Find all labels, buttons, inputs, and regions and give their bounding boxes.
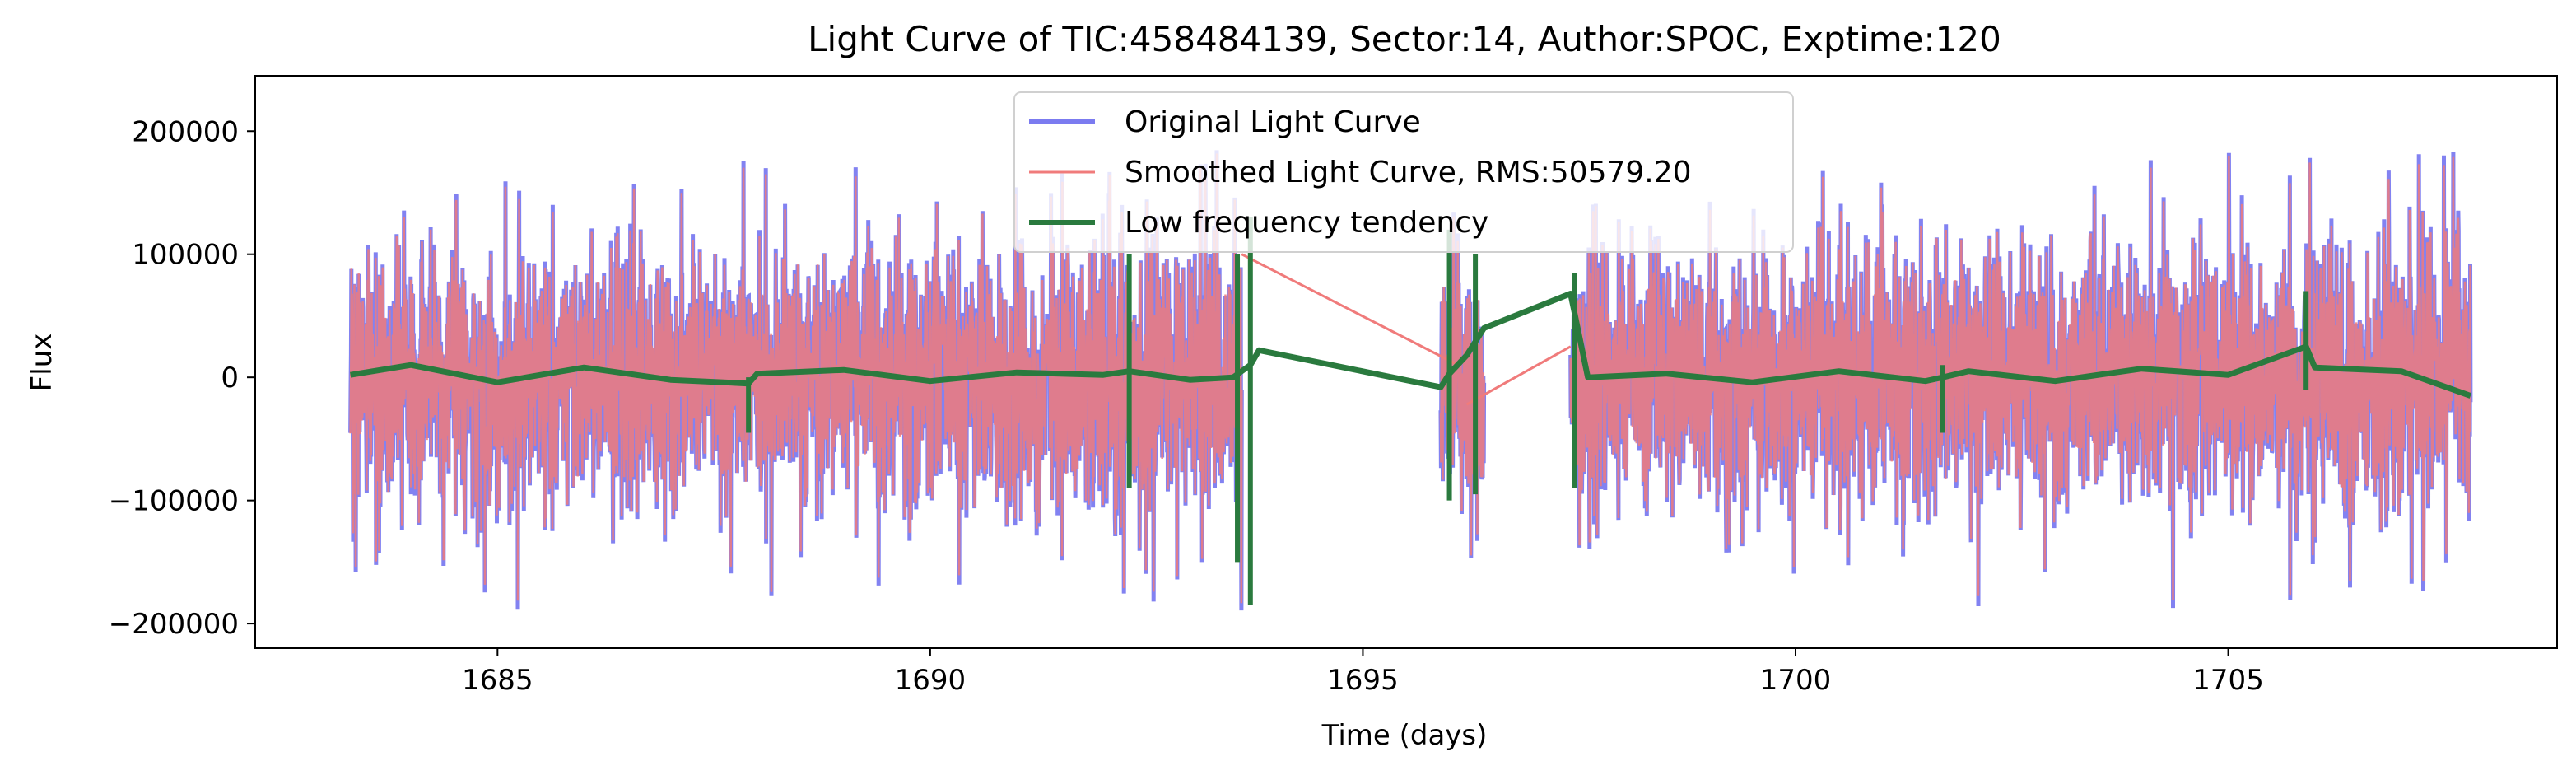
smoothed-light-curve-series [349,153,2472,604]
low-frequency-tendency-series [350,217,2472,605]
smoothed-light-curve-line [349,153,1243,604]
x-tick-label: 1700 [1760,664,1832,697]
smoothed-gap-link [1241,253,1459,366]
y-tick-label: 0 [221,362,239,395]
legend-label-original: Original Light Curve [1125,105,1421,139]
y-tick-label: 100000 [132,239,239,272]
y-tick-label: −100000 [109,485,239,518]
legend-label-tendency: Low frequency tendency [1125,206,1488,240]
chart-title: Light Curve of TIC:458484139, Sector:14,… [808,19,2001,59]
x-axis-label: Time (days) [1321,719,1488,752]
legend: Original Light Curve Smoothed Light Curv… [1013,91,1794,253]
x-tick-label: 1705 [2192,664,2264,697]
y-axis-label: Flux [26,334,58,392]
smoothed-gap-link [1465,345,1572,406]
plot-area [348,150,2473,611]
x-tick-label: 1690 [895,664,967,697]
x-tick-label: 1685 [462,664,533,697]
legend-label-smoothed: Smoothed Light Curve, RMS:50579.20 [1125,156,1692,189]
x-tick-label: 1695 [1327,664,1399,697]
y-tick-label: 200000 [132,115,239,148]
y-axis-ticks: −200000 −100000 0 100000 200000 [109,115,255,641]
legend-box [1013,91,1794,253]
smoothed-light-curve-line [1569,156,2472,600]
axes-frame [254,75,2558,649]
y-tick-label: −200000 [109,608,239,641]
x-axis-ticks: 1685 1690 1695 1700 1705 [462,648,2264,697]
